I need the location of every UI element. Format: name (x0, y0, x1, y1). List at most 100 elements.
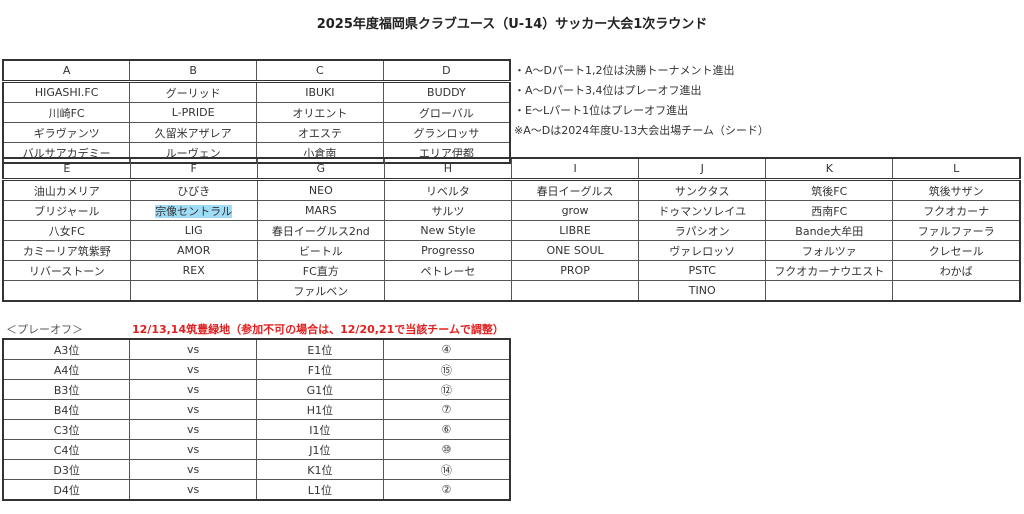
team-cell[interactable]: フクオカーナウエスト (765, 260, 894, 281)
team-cell[interactable]: ブリジャール (2, 200, 131, 221)
team-cell[interactable]: サルツ (383, 200, 513, 221)
group-header[interactable]: K (765, 157, 894, 181)
match-number[interactable]: ④ (382, 338, 511, 360)
team-cell[interactable]: L-PRIDE (129, 102, 257, 123)
group-header[interactable]: L (892, 157, 1021, 181)
team-cell[interactable]: MARS (256, 200, 385, 221)
group-header[interactable]: A (2, 59, 131, 83)
home-team[interactable]: C3位 (2, 419, 131, 440)
team-cell[interactable] (383, 280, 513, 302)
team-cell[interactable]: NEO (256, 179, 385, 201)
team-cell[interactable]: TINO (638, 280, 767, 302)
team-cell[interactable]: 春日イーグルス2nd (256, 220, 385, 241)
team-cell[interactable]: グローバル (382, 102, 511, 123)
team-cell[interactable]: 油山カメリア (2, 179, 131, 201)
home-team[interactable]: D4位 (2, 479, 131, 501)
match-number[interactable]: ⑭ (382, 459, 511, 480)
match-number[interactable]: ⑩ (382, 439, 511, 460)
team-cell[interactable]: カミーリア筑紫野 (2, 240, 131, 261)
team-cell[interactable]: 久留米アザレア (129, 122, 257, 143)
group-header[interactable]: G (256, 157, 385, 181)
vs-label[interactable]: vs (129, 399, 257, 420)
team-cell[interactable]: 川崎FC (2, 102, 131, 123)
team-cell[interactable]: ビートル (256, 240, 385, 261)
vs-label[interactable]: vs (129, 459, 257, 480)
team-cell[interactable] (2, 280, 131, 302)
away-team[interactable]: G1位 (256, 379, 384, 400)
team-cell[interactable]: LIG (129, 220, 258, 241)
home-team[interactable]: A3位 (2, 338, 131, 360)
team-cell[interactable]: フォルツァ (765, 240, 894, 261)
team-cell[interactable]: AMOR (129, 240, 258, 261)
team-cell[interactable] (892, 280, 1021, 302)
match-number[interactable]: ⑮ (382, 359, 511, 380)
team-cell[interactable]: オエステ (256, 122, 384, 143)
match-number[interactable]: ⑦ (382, 399, 511, 420)
team-cell[interactable]: IBUKI (256, 81, 384, 103)
away-team[interactable]: F1位 (256, 359, 384, 380)
group-header[interactable]: B (129, 59, 257, 83)
vs-label[interactable]: vs (129, 419, 257, 440)
team-cell[interactable]: ペトレーセ (383, 260, 513, 281)
team-cell[interactable]: 八女FC (2, 220, 131, 241)
team-cell[interactable]: FC直方 (256, 260, 385, 281)
team-cell[interactable]: ギラヴァンツ (2, 122, 131, 143)
away-team[interactable]: I1位 (256, 419, 384, 440)
group-header[interactable]: H (383, 157, 513, 181)
team-cell[interactable]: LIBRE (510, 220, 640, 241)
team-cell[interactable]: REX (129, 260, 258, 281)
team-cell[interactable]: グーリッド (129, 81, 257, 103)
vs-label[interactable]: vs (129, 338, 257, 360)
team-cell[interactable]: サンクタス (638, 179, 767, 201)
away-team[interactable]: L1位 (256, 479, 384, 501)
group-header[interactable]: E (2, 157, 131, 181)
team-cell[interactable] (510, 280, 640, 302)
team-cell[interactable]: HIGASHI.FC (2, 81, 131, 103)
team-cell[interactable]: Progresso (383, 240, 513, 261)
team-cell[interactable]: リバーストーン (2, 260, 131, 281)
group-header[interactable]: C (256, 59, 384, 83)
group-header[interactable]: I (510, 157, 640, 181)
group-header[interactable]: J (638, 157, 767, 181)
team-cell[interactable] (129, 280, 258, 302)
home-team[interactable]: D3位 (2, 459, 131, 480)
home-team[interactable]: A4位 (2, 359, 131, 380)
team-cell[interactable]: ONE SOUL (510, 240, 640, 261)
away-team[interactable]: H1位 (256, 399, 384, 420)
team-cell[interactable]: PSTC (638, 260, 767, 281)
away-team[interactable]: E1位 (256, 338, 384, 360)
team-cell[interactable]: New Style (383, 220, 513, 241)
home-team[interactable]: B3位 (2, 379, 131, 400)
team-cell[interactable]: わかば (892, 260, 1021, 281)
home-team[interactable]: B4位 (2, 399, 131, 420)
team-cell[interactable]: Bande大牟田 (765, 220, 894, 241)
team-cell[interactable]: 筑後FC (765, 179, 894, 201)
team-cell[interactable]: 筑後サザン (892, 179, 1021, 201)
team-cell[interactable]: ドゥマンソレイユ (638, 200, 767, 221)
team-cell[interactable]: 宗像セントラル (129, 200, 258, 221)
team-cell[interactable]: 春日イーグルス (510, 179, 640, 201)
team-cell[interactable]: ファルファーラ (892, 220, 1021, 241)
match-number[interactable]: ⑫ (382, 379, 511, 400)
group-header[interactable]: D (382, 59, 511, 83)
away-team[interactable]: J1位 (256, 439, 384, 460)
team-cell[interactable]: フクオカーナ (892, 200, 1021, 221)
vs-label[interactable]: vs (129, 379, 257, 400)
team-cell[interactable]: grow (510, 200, 640, 221)
team-cell[interactable]: BUDDY (382, 81, 511, 103)
vs-label[interactable]: vs (129, 439, 257, 460)
team-cell[interactable]: ひびき (129, 179, 258, 201)
vs-label[interactable]: vs (129, 479, 257, 501)
group-header[interactable]: F (129, 157, 258, 181)
team-cell[interactable]: オリエント (256, 102, 384, 123)
team-cell[interactable]: クレセール (892, 240, 1021, 261)
team-cell[interactable]: ファルベン (256, 280, 385, 302)
match-number[interactable]: ⑥ (382, 419, 511, 440)
team-cell[interactable]: ラパシオン (638, 220, 767, 241)
team-cell[interactable]: グランロッサ (382, 122, 511, 143)
match-number[interactable]: ② (382, 479, 511, 501)
team-cell[interactable] (765, 280, 894, 302)
away-team[interactable]: K1位 (256, 459, 384, 480)
home-team[interactable]: C4位 (2, 439, 131, 460)
team-cell[interactable]: 西南FC (765, 200, 894, 221)
